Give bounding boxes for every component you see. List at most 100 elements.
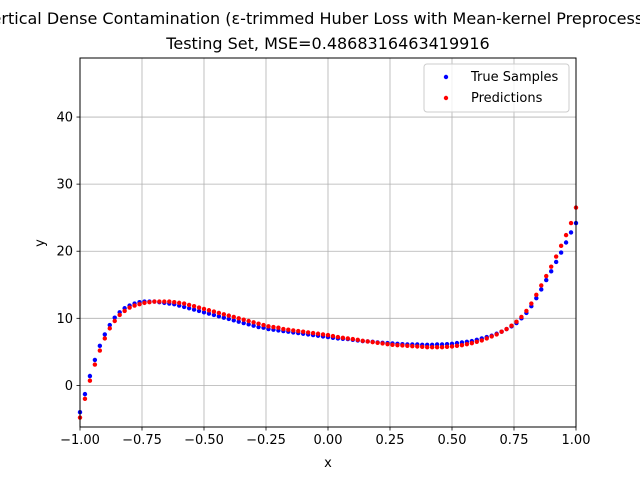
prediction-point (147, 300, 152, 305)
prediction-point (494, 332, 499, 337)
prediction-point (499, 329, 504, 334)
prediction-point (558, 243, 564, 249)
prediction-point (330, 333, 336, 339)
prediction-point (395, 342, 400, 348)
true-sample-point (226, 316, 231, 322)
prediction-point (345, 336, 351, 341)
prediction-point (509, 323, 514, 328)
prediction-point (226, 313, 231, 318)
prediction-point (340, 335, 346, 340)
true-sample-point (221, 315, 227, 320)
true-sample-point (558, 250, 564, 255)
prediction-point (454, 343, 460, 349)
prediction-point (271, 324, 276, 330)
true-sample-point (236, 319, 241, 324)
true-sample-point (112, 315, 117, 320)
x-tick-label: 0.50 (438, 433, 467, 448)
prediction-point (196, 305, 202, 310)
prediction-point (335, 334, 341, 340)
legend: True Samples Predictions (423, 63, 570, 113)
prediction-point (370, 339, 375, 345)
y-tick-label: 0 (65, 379, 73, 394)
prediction-point (534, 292, 539, 298)
true-sample-point (107, 322, 112, 328)
prediction-point (201, 306, 207, 312)
prediction-point (365, 339, 370, 344)
prediction-point (464, 341, 470, 347)
true-sample-point (246, 322, 251, 327)
y-tick-label: 40 (56, 111, 73, 126)
prediction-point (553, 254, 559, 259)
prediction-point (385, 341, 390, 347)
prediction-point (444, 344, 450, 350)
prediction-point (425, 344, 430, 350)
prediction-point (216, 310, 222, 316)
prediction-point (256, 321, 261, 326)
true-sample-point (251, 323, 256, 328)
prediction-point (325, 332, 331, 338)
x-tick-label: −0.25 (246, 433, 286, 448)
prediction-point (320, 332, 326, 337)
prediction-point (152, 299, 157, 304)
prediction-point (350, 336, 355, 342)
prediction-point (127, 305, 132, 310)
prediction-point (563, 232, 569, 238)
prediction-point (524, 308, 529, 314)
prediction-point (514, 319, 519, 324)
prediction-point (474, 339, 479, 344)
true-sample-point (568, 230, 574, 235)
true-sample-point (216, 314, 222, 319)
prediction-point (310, 330, 316, 336)
prediction-point (315, 331, 321, 336)
prediction-point (97, 348, 103, 353)
x-tick-label: −1.00 (60, 433, 100, 448)
axis-ticks: −1.00 −0.75 −0.50 −0.25 0.00 0.25 0.50 0.75 1.00… (56, 111, 590, 448)
prediction-point (137, 302, 142, 307)
true-sample-point (241, 320, 246, 326)
prediction-point (221, 312, 227, 317)
prediction-point (415, 344, 420, 349)
y-tick-label: 10 (56, 312, 73, 327)
prediction-point (539, 283, 544, 288)
true-sample-point (181, 304, 187, 310)
true-sample-point (231, 318, 236, 323)
y-tick-label: 30 (56, 178, 73, 193)
true-sample-point (186, 306, 192, 311)
legend-box (423, 63, 570, 113)
y-tick-label: 20 (56, 245, 73, 260)
true-sample-point (102, 332, 108, 337)
legend-label-true-samples: True Samples (470, 70, 558, 85)
prediction-point (484, 336, 489, 341)
legend-marker-true-samples (443, 74, 449, 80)
prediction-point (549, 264, 554, 269)
plot-frame (79, 57, 577, 428)
legend-marker-predictions (443, 95, 449, 101)
true-sample-point (201, 310, 207, 315)
prediction-point (410, 343, 415, 349)
true-sample-point (206, 311, 212, 316)
prediction-point (360, 338, 365, 343)
prediction-point (251, 320, 256, 325)
true-sample-point (191, 307, 197, 312)
prediction-point (172, 300, 177, 305)
prediction-point (400, 343, 405, 348)
prediction-point (305, 330, 311, 335)
prediction-point (276, 325, 281, 330)
series-predictions (77, 205, 579, 420)
prediction-point (117, 312, 122, 318)
chart-title: Vertical Dense Contamination (ε-trimmed … (0, 9, 640, 28)
true-sample-point (82, 391, 88, 397)
true-sample-point (92, 357, 98, 363)
prediction-point (405, 343, 410, 349)
true-sample-point (549, 269, 554, 274)
prediction-point (177, 300, 182, 306)
prediction-point (429, 344, 435, 350)
prediction-point (479, 338, 484, 343)
legend-label-predictions: Predictions (471, 91, 543, 106)
prediction-point (236, 316, 241, 321)
prediction-point (241, 317, 246, 322)
prediction-point (122, 308, 127, 314)
true-sample-point (196, 308, 202, 314)
prediction-point (266, 324, 271, 329)
prediction-point (459, 342, 465, 348)
